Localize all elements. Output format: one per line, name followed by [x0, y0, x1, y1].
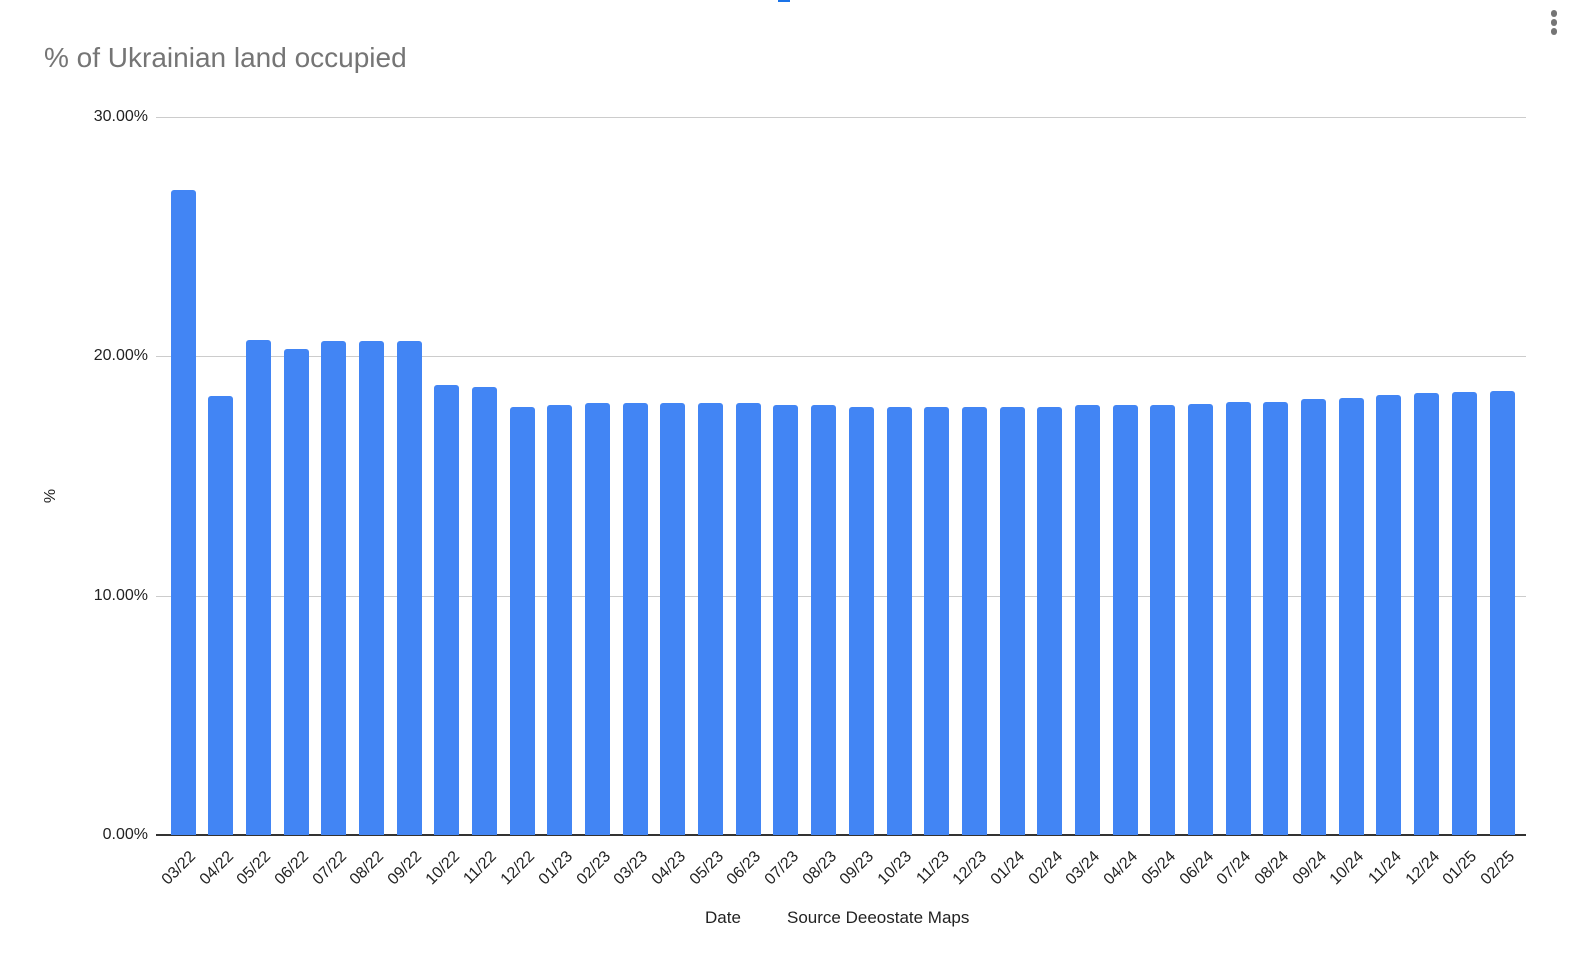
x-tick-label: 02/24 [1025, 848, 1066, 889]
bar[interactable] [1301, 399, 1327, 835]
x-tick-label: 08/24 [1251, 848, 1292, 889]
x-tick-label: 10/24 [1326, 848, 1368, 889]
x-tick-label: 10/23 [874, 848, 916, 889]
bar[interactable] [811, 405, 837, 835]
bar[interactable] [509, 406, 535, 835]
bar[interactable] [321, 340, 347, 835]
bar[interactable] [396, 340, 422, 835]
x-tick-label: 12/22 [497, 848, 539, 889]
x-tick-label: 02/23 [573, 848, 614, 889]
bar[interactable] [471, 387, 497, 835]
bar[interactable] [1112, 405, 1138, 835]
x-tick-label: 06/24 [1176, 848, 1217, 889]
x-tick-label: 07/23 [761, 848, 803, 889]
bar[interactable] [735, 403, 761, 835]
y-tick-label: 20.00% [93, 347, 148, 365]
x-tick-label: 11/24 [1365, 848, 1405, 888]
bar[interactable] [547, 405, 573, 835]
gridline [156, 117, 1526, 118]
x-tick-label: 02/25 [1477, 848, 1519, 889]
x-tick-label: 06/22 [271, 848, 313, 889]
selection-marker [778, 0, 790, 2]
bar[interactable] [1037, 406, 1063, 835]
bar[interactable] [1338, 398, 1364, 835]
x-tick-label: 05/23 [686, 848, 727, 889]
x-tick-label: 04/24 [1100, 848, 1142, 889]
bar[interactable] [170, 190, 196, 835]
y-tick-label: 10.00% [93, 586, 148, 604]
y-tick-label: 30.00% [93, 108, 148, 125]
bar[interactable] [358, 340, 384, 835]
x-tick-label: 04/22 [196, 848, 237, 889]
x-tick-label: 11/22 [460, 848, 501, 888]
bar[interactable] [848, 406, 874, 835]
gridline [156, 356, 1526, 358]
x-tick-label: 08/23 [799, 848, 840, 889]
x-tick-label: 10/22 [422, 848, 463, 889]
bar[interactable] [1150, 405, 1176, 835]
gridline [156, 595, 1526, 597]
bar[interactable] [585, 403, 611, 835]
x-tick-label: 01/23 [535, 848, 576, 889]
bar[interactable] [773, 405, 799, 835]
y-tick-label: 0.00% [102, 826, 148, 843]
bar[interactable] [1225, 401, 1251, 835]
bar[interactable] [1489, 391, 1515, 835]
x-tick-label: 11/23 [913, 848, 953, 888]
bar[interactable] [1074, 405, 1100, 835]
bar[interactable] [208, 395, 234, 835]
bar[interactable] [1188, 404, 1213, 835]
x-tick-label: 09/22 [384, 848, 426, 889]
x-tick-label: 05/24 [1138, 848, 1179, 889]
bar[interactable] [283, 349, 309, 835]
bar[interactable] [1414, 393, 1440, 835]
x-tick-label: 03/23 [610, 848, 652, 889]
bar[interactable] [999, 406, 1025, 835]
bar[interactable] [1451, 392, 1477, 835]
bar[interactable] [245, 339, 271, 835]
x-tick-label: 06/23 [724, 848, 765, 889]
x-tick-label: 09/23 [837, 848, 878, 889]
bar[interactable] [1263, 401, 1289, 835]
bar[interactable] [961, 406, 987, 835]
bar[interactable] [1376, 394, 1402, 835]
x-tick-label: 03/22 [158, 848, 200, 889]
bar[interactable] [434, 385, 460, 835]
bar[interactable] [660, 403, 686, 835]
bar[interactable] [924, 406, 950, 835]
x-tick-label: 07/22 [309, 848, 350, 889]
x-tick-label: 07/24 [1213, 848, 1255, 889]
chart-title: % of Ukrainian land occupied [44, 42, 407, 73]
x-tick-label: 12/23 [950, 848, 991, 889]
x-tick-label: 05/22 [234, 848, 275, 889]
y-axis-title: % [42, 488, 60, 504]
bar[interactable] [622, 403, 648, 835]
x-tick-label: 08/22 [347, 848, 388, 889]
x-tick-label: 01/24 [987, 848, 1029, 889]
source-note: Source Deeostate Maps [787, 908, 970, 927]
more-vert-icon[interactable] [1548, 10, 1560, 36]
x-tick-label: 03/24 [1063, 848, 1104, 889]
plot-area [156, 117, 1526, 836]
bar[interactable] [886, 406, 912, 835]
x-tick-label: 01/25 [1440, 848, 1481, 889]
x-axis-title: Date [705, 908, 741, 927]
x-axis-line [156, 834, 1526, 836]
bar[interactable] [698, 403, 724, 835]
x-tick-label: 04/23 [648, 848, 689, 889]
x-tick-label: 12/24 [1402, 848, 1443, 889]
x-tick-label: 09/24 [1289, 848, 1330, 889]
